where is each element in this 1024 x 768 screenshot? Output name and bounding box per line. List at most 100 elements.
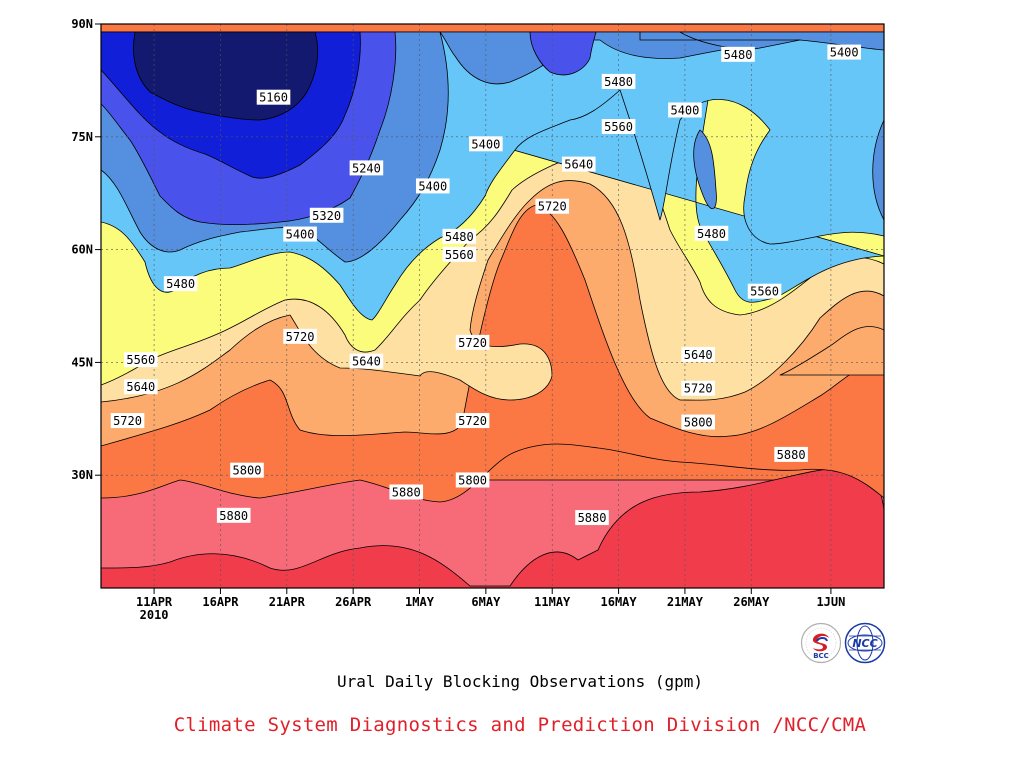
x-tick-label: 16APR	[202, 595, 239, 609]
contour-label-bg	[455, 413, 490, 429]
contour-label-text: 5640	[564, 158, 593, 172]
contour-label-bg	[124, 379, 158, 395]
contour-label: 5880	[774, 446, 808, 462]
chart-subtitle: Ural Daily Blocking Observations (gpm)	[336, 672, 704, 691]
contour-label: 5240	[349, 160, 384, 176]
x-tick-label: 11APR	[136, 595, 173, 609]
contour-label-text: 5880	[777, 448, 806, 462]
bcc-logo: BCC	[800, 622, 842, 664]
contour-label-text: 5480	[697, 227, 726, 241]
contour-label: 5800	[455, 472, 490, 488]
contour-label-bg	[455, 334, 490, 350]
contour-label-text: 5480	[445, 230, 474, 244]
contour-label: 5720	[455, 334, 490, 350]
contour-labels: 5160 5240 5320 5400 5400 5400 5400 5400 5480 5480…	[110, 44, 861, 526]
contour-label-bg	[230, 462, 264, 478]
contour-label-text: 5800	[458, 473, 487, 487]
x-tick-label: 11MAY	[534, 595, 571, 609]
contour-label: 5160	[256, 89, 291, 105]
contour-label-bg	[283, 226, 317, 242]
contour-label-bg	[124, 352, 158, 368]
contour-fills	[101, 24, 884, 588]
y-tick-label: 75N	[71, 130, 93, 144]
x-year-label: 2010	[140, 608, 169, 622]
x-tick-label: 1JUN	[816, 595, 845, 609]
contour-label-bg	[681, 346, 716, 362]
contour-label: 5480	[694, 225, 729, 241]
contour-label-text: 5480	[604, 75, 633, 89]
contour-label-text: 5880	[392, 485, 421, 499]
contour-label-text: 5400	[670, 103, 699, 117]
x-tick-label: 6MAY	[471, 595, 501, 609]
contour-label: 5400	[283, 226, 317, 242]
contour-label: 5560	[442, 246, 477, 262]
x-tick-label: 21APR	[269, 595, 306, 609]
y-tick-label: 45N	[71, 355, 93, 369]
contour-label: 5720	[455, 413, 490, 429]
y-tick-label: 30N	[71, 468, 93, 482]
contour-label-bg	[389, 484, 424, 500]
contour-label-text: 5720	[286, 330, 315, 344]
contour-label-text: 5560	[750, 285, 779, 299]
contour-label-text: 5400	[418, 179, 447, 193]
contour-label-bg	[747, 283, 782, 299]
contour-label-text: 5400	[471, 137, 500, 151]
contour-label: 5400	[415, 178, 450, 194]
contour-label: 5720	[535, 198, 570, 214]
contour-label-bg	[694, 225, 729, 241]
y-tick-label: 60N	[71, 243, 93, 257]
contour-label-bg	[309, 207, 344, 223]
x-tick-label: 16MAY	[601, 595, 638, 609]
contour-label-text: 5320	[312, 209, 341, 223]
contour-label-bg	[442, 246, 477, 262]
contour-label: 5880	[389, 484, 424, 500]
contour-label: 5320	[309, 207, 344, 223]
contour-band-5320_5400	[101, 31, 884, 85]
contour-label-text: 5480	[166, 277, 195, 291]
contour-label-bg	[827, 44, 861, 60]
contour-band-5240_5320	[529, 31, 597, 76]
credit-line: Climate System Diagnostics and Predictio…	[173, 714, 867, 736]
contour-label: 5560	[124, 352, 158, 368]
y-tick-label: 90N	[71, 17, 93, 31]
contour-label: 5640	[681, 346, 716, 362]
contour-label: 5880	[216, 507, 251, 523]
contour-label-text: 5880	[578, 511, 607, 525]
contour-label-bg	[110, 413, 145, 429]
contour-label-bg	[455, 472, 490, 488]
contour-label-bg	[163, 276, 198, 292]
contour-label-text: 5800	[233, 464, 262, 478]
contour-band-5640_5720	[779, 326, 884, 376]
contour-label-text: 5720	[684, 382, 713, 396]
contour-label-bg	[415, 178, 450, 194]
contour-label: 5720	[283, 328, 317, 344]
contour-label-text: 5640	[684, 348, 713, 362]
bcc-logo-text: BCC	[813, 652, 829, 660]
contour-label-text: 5720	[113, 414, 142, 428]
contour-band-5320_5400	[872, 119, 884, 221]
contour-label: 5400	[469, 136, 503, 152]
ncc-logo-text: NCC	[852, 637, 877, 650]
contour-label-bg	[575, 510, 609, 526]
contour-label-text: 5640	[352, 355, 381, 369]
contour-label: 5720	[681, 380, 716, 396]
contour-label-bg	[535, 198, 570, 214]
contour-label-text: 5560	[126, 353, 155, 367]
contour-label: 5560	[747, 283, 782, 299]
contour-label-text: 5480	[724, 48, 753, 62]
contour-label-bg	[283, 328, 317, 344]
contour-label-bg	[349, 160, 384, 176]
plot-frame	[100, 23, 885, 589]
x-tick-label: 26MAY	[733, 595, 770, 609]
contour-label-bg	[469, 136, 503, 152]
contour-label: 5480	[601, 73, 636, 89]
contour-label-text: 5400	[286, 228, 315, 242]
contour-label-bg	[256, 89, 291, 105]
contour-label-bg	[601, 73, 636, 89]
contour-label-text: 5720	[538, 200, 567, 214]
contour-band-gt5880	[101, 467, 884, 588]
contour-label: 5800	[681, 414, 716, 430]
contour-label: 5640	[349, 353, 384, 369]
contour-label-bg	[668, 102, 702, 118]
